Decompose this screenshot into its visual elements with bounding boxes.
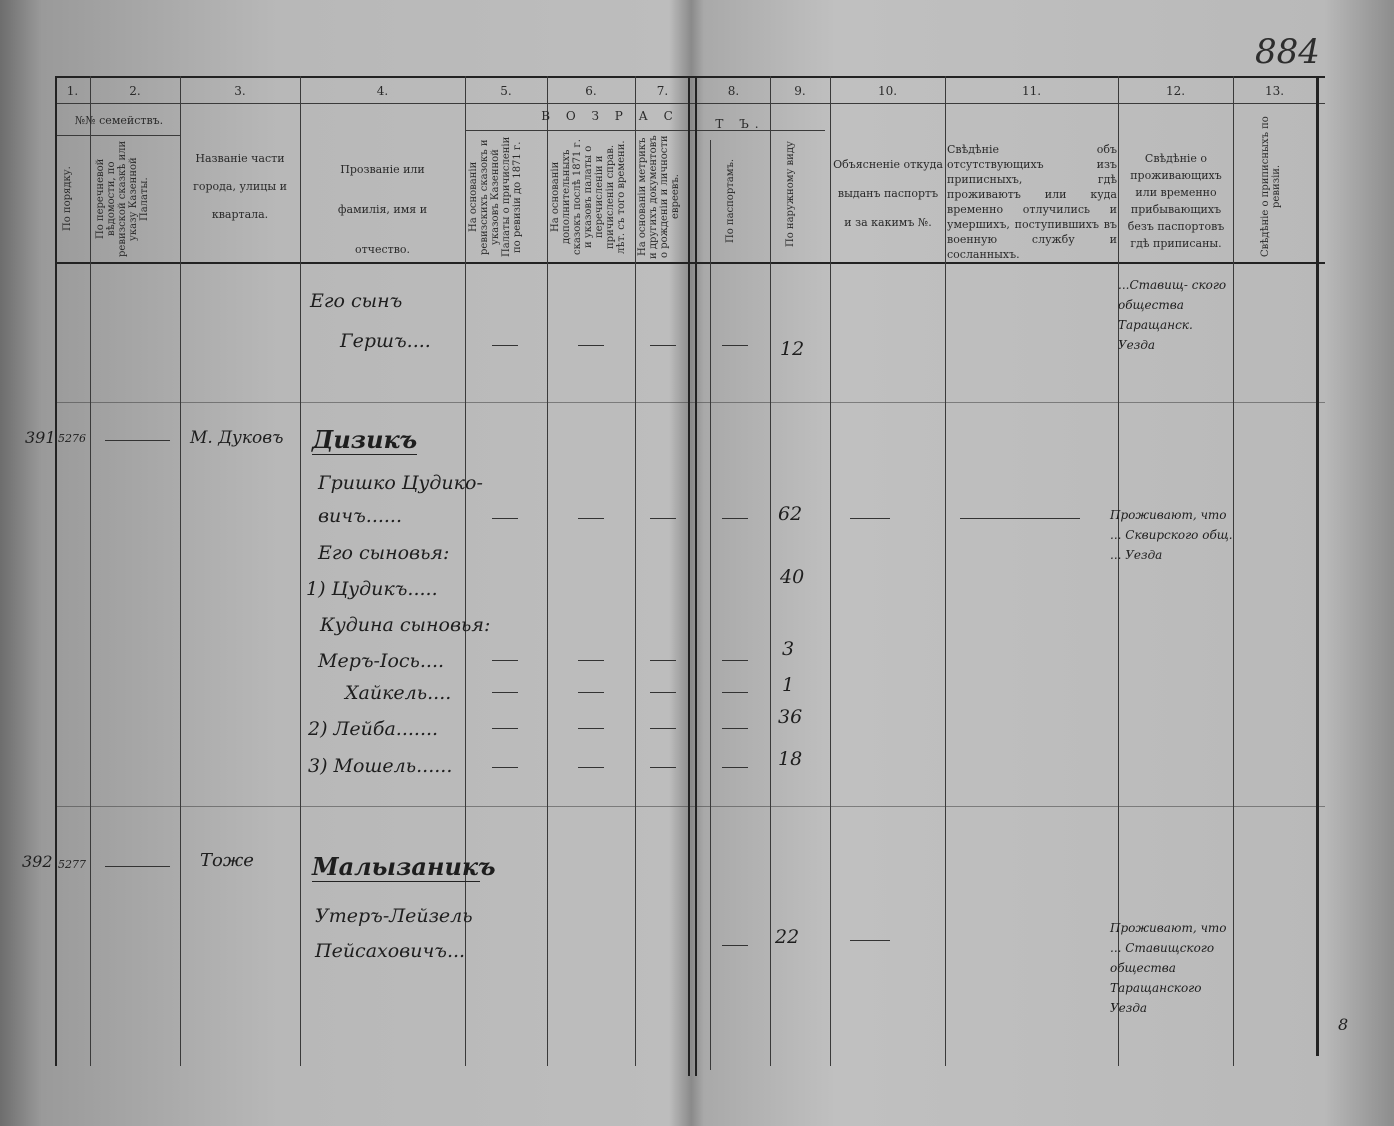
age-value: 12 bbox=[780, 338, 805, 360]
name-line: Его сынъ bbox=[310, 290, 403, 312]
empty-dash bbox=[722, 660, 748, 661]
revision-number: 5276 bbox=[58, 432, 86, 445]
name-line: вичъ...... bbox=[318, 505, 403, 527]
col-number: 4. bbox=[376, 84, 389, 98]
empty-dash bbox=[650, 660, 676, 661]
place-name: М. Дуковъ bbox=[190, 428, 284, 448]
col-number: 6. bbox=[585, 84, 597, 98]
col-number: 3. bbox=[234, 84, 246, 98]
name-line: 2) Лейба....... bbox=[308, 718, 439, 740]
order-number: 391 bbox=[25, 428, 56, 447]
empty-dash bbox=[650, 345, 676, 346]
col7-heading: На основаніи метрикъ и другихъ документо… bbox=[637, 135, 681, 259]
age-value: 18 bbox=[778, 748, 803, 770]
empty-dash bbox=[722, 345, 748, 346]
name-line: Гершъ.... bbox=[340, 330, 431, 352]
col-number: 7. bbox=[656, 84, 669, 98]
empty-dash bbox=[492, 728, 518, 729]
empty-dash bbox=[722, 518, 748, 519]
age-value: 1 bbox=[782, 674, 795, 696]
col-number: 9. bbox=[794, 84, 806, 98]
name-line: Гришко Цудико- bbox=[318, 472, 483, 494]
empty-dash bbox=[578, 518, 604, 519]
order-number: 392 bbox=[22, 852, 53, 871]
empty-dash bbox=[578, 767, 604, 768]
empty-dash bbox=[650, 767, 676, 768]
col-number: 5. bbox=[500, 84, 512, 98]
age-value: 40 bbox=[780, 566, 805, 588]
empty-dash bbox=[578, 345, 604, 346]
name-line: Его сыновья: bbox=[318, 542, 450, 564]
empty-dash bbox=[492, 767, 518, 768]
col1-heading: По порядку. bbox=[62, 166, 73, 232]
residence-note: ...Ставищ- ского общества Таращанск. Уез… bbox=[1118, 278, 1227, 352]
surname: Малызаникъ bbox=[312, 852, 496, 882]
col10-heading: Объясненіе откуда выданъ паспортъ и за к… bbox=[833, 158, 943, 229]
page-stamp: 884 bbox=[1255, 32, 1320, 72]
name-line: Кудина сыновья: bbox=[320, 614, 491, 636]
name-line: Пейсаховичъ... bbox=[315, 940, 466, 962]
name-line: Хайкель.... bbox=[345, 682, 452, 704]
col-number: 2. bbox=[129, 84, 141, 98]
col9-heading: По наружному виду bbox=[785, 141, 796, 247]
place-name: Тоже bbox=[200, 850, 254, 871]
col3-heading: Названіе части города, улицы и квартала. bbox=[193, 152, 287, 221]
empty-dash bbox=[492, 518, 518, 519]
residence-note: Проживают, что ... Сквирского общ. ... У… bbox=[1110, 508, 1233, 562]
empty-dash bbox=[722, 692, 748, 693]
name-line: 1) Цудикъ..... bbox=[306, 578, 438, 600]
col6-heading: На основаніи дополнительныхъ сказокъ пос… bbox=[550, 139, 627, 255]
empty-dash bbox=[578, 692, 604, 693]
empty-dash bbox=[722, 728, 748, 729]
name-line: 3) Мошель...... bbox=[308, 755, 453, 777]
col11-heading: Свѣдѣніе объ отсутствующихъ изъ приписны… bbox=[947, 143, 1117, 261]
empty-dash bbox=[492, 345, 518, 346]
col4-heading: Прозваніе или фамилія, имя и отчество. bbox=[337, 163, 428, 256]
empty-dash bbox=[722, 945, 748, 946]
col2-heading: По перечневой вѣдомости, по ревизской ск… bbox=[95, 140, 150, 258]
empty-dash bbox=[650, 728, 676, 729]
empty-dash bbox=[650, 518, 676, 519]
empty-dash bbox=[850, 518, 890, 519]
col8-heading: По паспортамъ. bbox=[725, 158, 736, 244]
revision-number: 5277 bbox=[58, 858, 86, 871]
col-number: 8. bbox=[727, 84, 740, 98]
empty-dash bbox=[960, 518, 1080, 519]
col12-heading: Свѣдѣніе о проживающихъ или временно при… bbox=[1127, 152, 1225, 250]
col13-heading: Свѣдѣніе о приписныхъ по ревизіи. bbox=[1260, 116, 1282, 257]
col5-heading: На основаніи ревизскихъ сказокъ и указов… bbox=[468, 136, 523, 258]
col-number: 1. bbox=[66, 84, 79, 98]
age-value: 3 bbox=[782, 638, 795, 660]
empty-dash bbox=[578, 660, 604, 661]
families-group-heading: №№ семействъ. bbox=[74, 114, 164, 127]
empty-dash bbox=[492, 692, 518, 693]
col-number: 12. bbox=[1165, 84, 1186, 98]
surname: Дизикъ bbox=[312, 425, 418, 455]
empty-dash bbox=[492, 660, 518, 661]
col-number: 13. bbox=[1264, 84, 1285, 98]
col-number: 11. bbox=[1021, 84, 1042, 98]
age-value: 36 bbox=[778, 706, 803, 728]
empty-dash bbox=[722, 767, 748, 768]
age-group-heading-cont: Т Ъ. bbox=[715, 117, 765, 131]
col-number: 10. bbox=[877, 84, 898, 98]
age-value: 22 bbox=[775, 926, 800, 948]
age-group-heading: В О З Р А С bbox=[541, 109, 679, 123]
empty-dash bbox=[850, 940, 890, 941]
name-line: Утеръ-Лейзель bbox=[315, 905, 473, 927]
name-line: Меръ-Іось.... bbox=[318, 650, 445, 672]
corner-mark: 8 bbox=[1338, 1015, 1349, 1034]
empty-dash bbox=[650, 692, 676, 693]
empty-dash bbox=[578, 728, 604, 729]
age-value: 62 bbox=[778, 503, 803, 525]
residence-note: Проживают, что ... Ставищского общества … bbox=[1110, 921, 1227, 1015]
